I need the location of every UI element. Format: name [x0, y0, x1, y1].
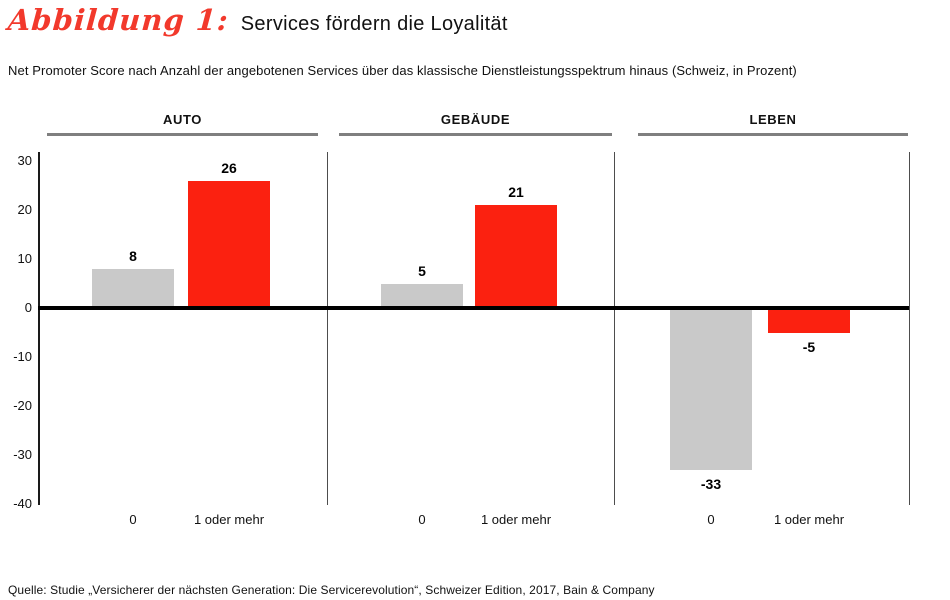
panel-header-gebäude: GEBÄUDE: [440, 112, 511, 127]
panel-separator-line: [614, 152, 615, 505]
y-axis-tick-label: 0: [24, 300, 32, 315]
panel-header-underline: [638, 133, 908, 136]
y-axis-tick-label: 30: [17, 153, 32, 168]
bar-leben-one-or-more: [768, 308, 850, 333]
figure-header: Abbildung 1: Services fördern die Loyali…: [7, 0, 508, 40]
category-label: 1 oder mehr: [480, 512, 552, 527]
panel-separator-line: [909, 152, 910, 505]
y-axis-line: [38, 152, 40, 505]
category-label: 1 oder mehr: [773, 512, 845, 527]
bar-value-label: 8: [129, 247, 137, 264]
category-label: 1 oder mehr: [193, 512, 265, 527]
bar-value-label: -5: [802, 338, 816, 355]
y-axis-tick-label: -10: [13, 349, 32, 364]
bar-value-label: 21: [508, 184, 524, 201]
bar-value-label: 26: [221, 159, 237, 176]
category-label: 0: [707, 512, 715, 527]
y-axis-tick-label: -20: [13, 398, 32, 413]
panel-header-underline: [47, 133, 318, 136]
bar-auto-one-or-more: [188, 180, 270, 308]
bar-gebäude-one-or-more: [475, 205, 557, 308]
y-axis-tick-label: -30: [13, 447, 32, 462]
panel-header-leben: LEBEN: [749, 112, 797, 127]
y-axis-tick-label: 20: [17, 202, 32, 217]
chart-subtitle: Net Promoter Score nach Anzahl der angeb…: [8, 63, 797, 78]
category-label: 0: [418, 512, 426, 527]
category-label: 0: [129, 512, 137, 527]
bar-value-label: -33: [700, 475, 722, 492]
bar-leben-zero-services: [670, 308, 752, 470]
bar-auto-zero-services: [92, 268, 174, 308]
y-axis-tick-label: 10: [17, 251, 32, 266]
bar-chart: 30 20 10 0 -10 -20 -30 -40 AUTO 8 0 26 1 oder mehr GE…: [13, 112, 910, 527]
bar-gebäude-zero-services: [381, 283, 463, 308]
panel-header-auto: AUTO: [163, 112, 202, 127]
source-note: Quelle: Studie „Versicherer der nächsten…: [8, 583, 655, 597]
zero-baseline: [38, 306, 909, 310]
bar-value-label: 5: [418, 262, 426, 279]
y-axis-tick-label: -40: [13, 496, 32, 511]
figure-title: Services fördern die Loyalität: [240, 13, 508, 35]
panel-separator-line: [327, 152, 328, 505]
panel-header-underline: [339, 133, 612, 136]
